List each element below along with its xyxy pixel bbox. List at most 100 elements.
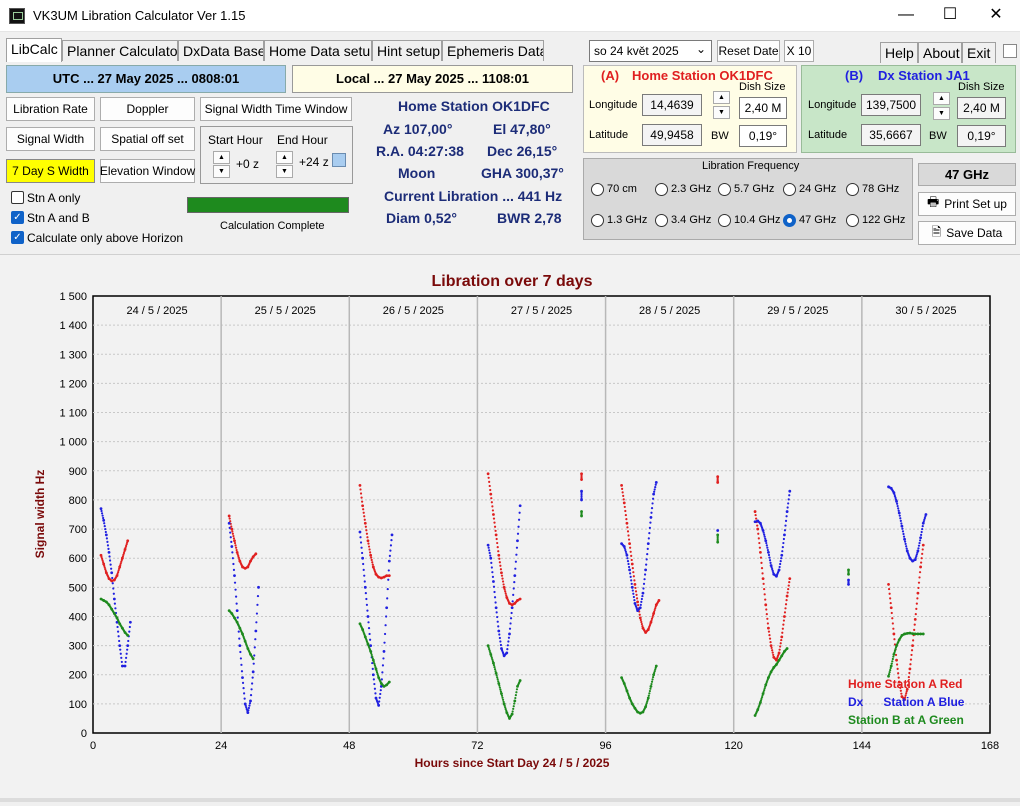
trace-dot xyxy=(917,544,921,547)
x10-button[interactable]: X 10 xyxy=(784,40,814,62)
start-hour-up-icon[interactable]: ▲ xyxy=(213,151,230,164)
save-data-button[interactable]: 🗎 Save Data xyxy=(918,221,1016,245)
freq-5-7ghz-radio[interactable] xyxy=(718,183,731,196)
start-hour-down-icon[interactable]: ▼ xyxy=(213,165,230,178)
minimize-button[interactable]: — xyxy=(898,6,914,23)
signal-width-button[interactable]: Signal Width xyxy=(6,127,95,151)
data-point xyxy=(233,539,236,543)
station-a-up-icon[interactable]: ▲ xyxy=(713,91,730,104)
station-b-up-icon[interactable]: ▲ xyxy=(933,92,950,105)
trace-dot xyxy=(918,541,921,545)
hour-apply-toggle[interactable] xyxy=(332,153,346,167)
plot-frame xyxy=(92,295,991,734)
tab-libcalc[interactable]: LibCalc xyxy=(6,38,62,62)
date-picker[interactable]: so 24 květ 2025 ⌄ xyxy=(589,40,712,62)
data-point xyxy=(622,501,626,505)
tab-exit[interactable]: Exit xyxy=(962,42,996,63)
data-point xyxy=(494,606,498,610)
freq-78ghz-radio[interactable] xyxy=(846,183,859,196)
close-button[interactable]: ✕ xyxy=(989,6,1003,23)
station-b-dish-input[interactable]: 2,40 M xyxy=(957,97,1006,119)
spatial-offset-button[interactable]: Spatial off set xyxy=(100,127,195,151)
station-a-dish-input[interactable]: 2,40 M xyxy=(739,97,787,119)
libration-rate-button[interactable]: Libration Rate xyxy=(6,97,95,121)
signal-width-time-window-button[interactable]: Signal Width Time Window xyxy=(200,97,352,121)
trace-dot xyxy=(766,546,769,549)
tab-home-data-setup[interactable]: Home Data setup xyxy=(264,40,372,61)
trace-dot xyxy=(487,546,490,549)
elevation-window-button[interactable]: Elevation Window xyxy=(100,159,195,183)
tab-scroll-button[interactable] xyxy=(1003,44,1017,58)
trace-dot xyxy=(899,686,902,689)
seven-day-signal-width-button[interactable]: 7 Day S Width xyxy=(6,159,95,183)
legend-red: Home Station A Red xyxy=(848,677,962,691)
end-hour-down-icon[interactable]: ▼ xyxy=(276,165,293,178)
freq-3-4ghz-radio[interactable] xyxy=(655,214,668,227)
trace-dot xyxy=(910,649,914,652)
trace-dot xyxy=(493,521,496,524)
trace-dot xyxy=(370,556,373,559)
trace-dot xyxy=(762,582,765,585)
trace-dot xyxy=(371,655,374,658)
end-hour-up-icon[interactable]: ▲ xyxy=(276,151,293,164)
stn-a-only-checkbox[interactable] xyxy=(11,191,24,204)
freq-24ghz-radio[interactable] xyxy=(783,183,796,196)
trace-dot xyxy=(514,560,517,563)
tab-help[interactable]: Help xyxy=(880,42,918,63)
trace-dot xyxy=(360,496,363,499)
freq-47ghz-radio[interactable] xyxy=(783,214,796,227)
status-text: Calculation Complete xyxy=(220,220,325,232)
freq-70cm-radio[interactable] xyxy=(591,183,604,196)
tab-ephemeris-data[interactable]: Ephemeris Data xyxy=(442,40,544,61)
trace-dot xyxy=(126,648,129,651)
trace-dot xyxy=(498,561,501,564)
freq-10-4ghz-radio[interactable] xyxy=(718,214,731,227)
above-horizon-checkbox[interactable]: ✓ xyxy=(11,231,24,244)
trace-dot xyxy=(650,511,653,514)
freq-122ghz-radio[interactable] xyxy=(846,214,859,227)
trace-dot xyxy=(383,641,386,644)
trace-dot xyxy=(760,561,763,564)
trace-dot xyxy=(365,597,368,601)
data-point xyxy=(780,553,784,557)
trace-dot xyxy=(654,486,657,489)
trace-dot xyxy=(909,663,912,666)
print-setup-button[interactable]: 🖶 Print Set up xyxy=(918,192,1016,216)
trace-dot xyxy=(493,525,497,528)
trace-dot xyxy=(624,548,627,552)
trace-dot xyxy=(623,505,626,509)
tab-planner-calculator[interactable]: Planner Calculator xyxy=(62,40,178,61)
chevron-down-icon: ⌄ xyxy=(695,42,706,56)
station-a-down-icon[interactable]: ▼ xyxy=(713,106,730,119)
trace-dot xyxy=(378,700,381,703)
trace-dot xyxy=(119,652,122,655)
day-label: 25 / 5 / 2025 xyxy=(255,305,316,317)
station-b-longitude-input[interactable]: 139,7500 xyxy=(861,94,921,116)
station-a-latitude-input[interactable]: 49,9458 xyxy=(642,124,702,146)
station-b-latitude-input[interactable]: 35,6667 xyxy=(861,124,921,146)
tab-hint-setup[interactable]: Hint setup xyxy=(372,40,442,61)
freq-1-3ghz-radio[interactable] xyxy=(591,214,604,227)
trace-dot xyxy=(374,692,377,695)
data-point xyxy=(649,684,653,688)
reset-date-button[interactable]: Reset Date xyxy=(717,40,780,62)
trace-dot xyxy=(233,541,237,545)
station-b-down-icon[interactable]: ▼ xyxy=(933,107,950,120)
station-a-longitude-input[interactable]: 14,4639 xyxy=(642,94,702,116)
trace-dot xyxy=(239,657,242,660)
tab-about[interactable]: About xyxy=(918,42,962,63)
maximize-button[interactable]: ☐ xyxy=(942,6,958,23)
trace-dot xyxy=(245,706,248,709)
tab-dxdata-base[interactable]: DxData Base xyxy=(178,40,264,61)
data-point xyxy=(769,644,773,647)
trace-dot xyxy=(233,581,237,584)
trace-dot xyxy=(251,676,254,679)
stn-a-and-b-checkbox[interactable]: ✓ xyxy=(11,211,24,224)
doppler-button[interactable]: Doppler xyxy=(100,97,195,121)
trace-dot xyxy=(921,527,924,531)
trace-dot xyxy=(125,543,128,546)
trace-dot xyxy=(104,527,107,531)
data-point xyxy=(492,661,495,665)
trace-dot xyxy=(362,562,365,566)
freq-2-3ghz-radio[interactable] xyxy=(655,183,668,196)
